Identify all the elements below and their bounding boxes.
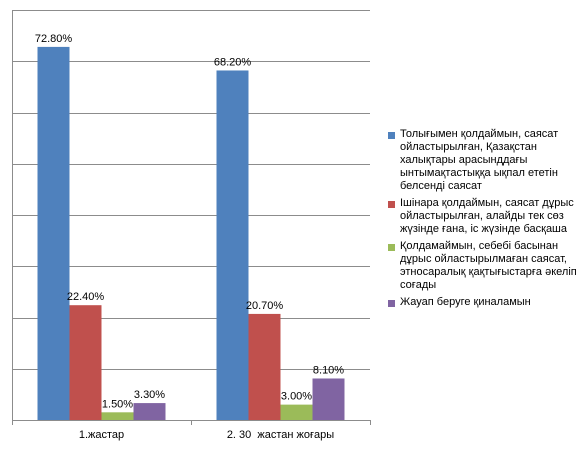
legend-label: Жауап беруге қиналамын xyxy=(400,296,531,308)
data-label: 3.00% xyxy=(281,391,312,403)
data-label: 68.20% xyxy=(214,56,252,68)
data-label: 8.10% xyxy=(313,364,344,376)
legend-label: Толығымен қолдаймын, саясат ойластырылға… xyxy=(400,128,559,192)
x-tick-label: 1.жастар xyxy=(79,429,124,441)
bar xyxy=(69,305,102,420)
legend-swatch xyxy=(388,244,395,251)
data-label: 22.40% xyxy=(67,291,105,303)
legend-label: Қолдамаймын, себебі басынан дұрыс ойласт… xyxy=(400,240,577,291)
data-labels: 72.80% 22.40% 1.50%3.30% 68.20% 20.70% 3.00% 8… xyxy=(35,33,344,410)
legend: Толығымен қолдаймын, саясат ойластырылға… xyxy=(388,128,580,313)
bar xyxy=(312,378,345,420)
bar xyxy=(216,70,249,420)
data-label: 3.30% xyxy=(134,389,165,401)
legend-swatch xyxy=(388,300,395,307)
bar xyxy=(248,313,281,420)
bar xyxy=(37,46,70,421)
bar xyxy=(133,403,166,420)
data-label: 20.70% xyxy=(246,300,284,312)
bar xyxy=(101,412,134,420)
data-label: 1.50% xyxy=(102,398,133,410)
axes xyxy=(12,10,371,425)
legend-item-no-support: Қолдамаймын, себебі басынан дұрыс ойласт… xyxy=(388,240,580,292)
legend-swatch xyxy=(388,201,395,208)
legend-label: Ішінара қолдаймын, саясат дұрыс ойластыр… xyxy=(400,197,574,235)
legend-item-partial-support: Ішінара қолдаймын, саясат дұрыс ойластыр… xyxy=(388,197,580,236)
legend-item-hard-to-answer: Жауап беруге қиналамын xyxy=(388,296,580,309)
x-tick-label: 2. 30 жастан жоғары xyxy=(227,429,334,441)
legend-item-full-support: Толығымен қолдаймын, саясат ойластырылға… xyxy=(388,128,580,193)
legend-swatch xyxy=(388,132,395,139)
x-tick-labels: 1.жастар 2. 30 жастан жоғары xyxy=(79,429,334,441)
data-label: 72.80% xyxy=(35,33,73,45)
bars xyxy=(37,46,345,421)
bar xyxy=(280,404,313,420)
